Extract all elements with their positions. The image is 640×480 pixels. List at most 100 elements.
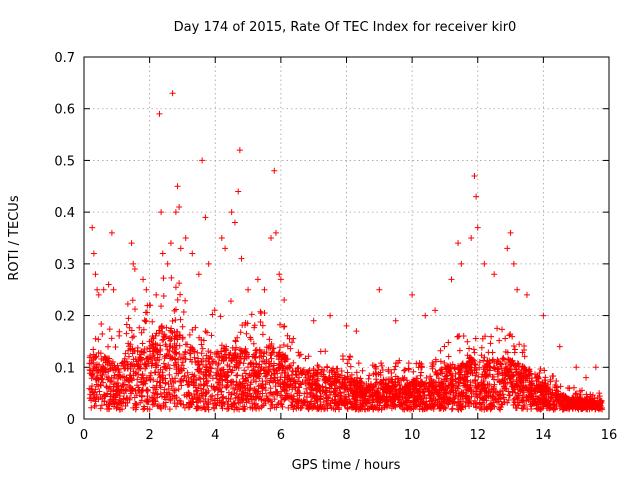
data-point bbox=[172, 209, 179, 216]
data-point bbox=[472, 362, 479, 369]
data-point bbox=[182, 341, 189, 348]
data-point bbox=[294, 389, 301, 396]
data-point bbox=[285, 404, 292, 411]
data-point bbox=[222, 376, 229, 383]
data-point bbox=[466, 357, 473, 364]
data-point bbox=[494, 325, 501, 332]
data-point bbox=[208, 332, 215, 339]
data-point bbox=[234, 394, 241, 401]
data-point bbox=[237, 329, 244, 336]
data-point bbox=[174, 183, 181, 190]
data-point bbox=[177, 367, 184, 374]
data-point bbox=[418, 363, 425, 370]
data-point bbox=[382, 386, 389, 393]
data-point bbox=[440, 382, 447, 389]
data-point bbox=[138, 348, 145, 355]
data-point bbox=[105, 374, 112, 381]
data-point bbox=[285, 372, 292, 379]
data-point bbox=[499, 326, 506, 333]
data-point bbox=[431, 382, 438, 389]
data-point bbox=[454, 385, 461, 392]
data-point bbox=[275, 356, 282, 363]
data-point bbox=[499, 372, 506, 379]
data-point bbox=[281, 323, 288, 330]
data-point bbox=[130, 333, 137, 340]
data-point bbox=[347, 386, 354, 393]
data-point bbox=[119, 382, 126, 389]
data-point bbox=[317, 348, 324, 355]
data-point bbox=[173, 366, 180, 373]
data-point bbox=[550, 372, 557, 379]
data-point bbox=[473, 366, 480, 373]
data-point bbox=[125, 347, 132, 354]
data-point bbox=[324, 397, 331, 404]
data-point bbox=[324, 405, 331, 412]
data-point bbox=[308, 382, 315, 389]
data-point bbox=[373, 379, 380, 386]
data-point bbox=[267, 389, 274, 396]
data-point bbox=[314, 406, 321, 413]
data-point bbox=[241, 348, 248, 355]
data-point bbox=[236, 346, 243, 353]
data-point bbox=[417, 393, 424, 400]
data-point bbox=[282, 381, 289, 388]
data-point bbox=[218, 348, 225, 355]
data-point bbox=[396, 357, 403, 364]
data-point bbox=[168, 383, 175, 390]
data-point bbox=[171, 307, 178, 314]
data-point bbox=[432, 307, 439, 314]
data-point bbox=[89, 383, 96, 390]
data-point bbox=[120, 399, 127, 406]
data-point bbox=[124, 361, 131, 368]
data-point bbox=[149, 401, 156, 408]
data-point bbox=[178, 362, 185, 369]
y-axis-label: ROTI / TECUs bbox=[7, 195, 22, 280]
data-point bbox=[202, 214, 209, 221]
data-point bbox=[259, 402, 266, 409]
y-tick-label: 0.2 bbox=[54, 310, 75, 325]
data-point bbox=[132, 356, 139, 363]
data-point bbox=[429, 402, 436, 409]
data-point bbox=[495, 358, 502, 365]
data-point bbox=[537, 366, 544, 373]
data-point bbox=[89, 224, 96, 231]
data-point bbox=[281, 396, 288, 403]
data-point bbox=[268, 235, 275, 241]
data-point bbox=[141, 361, 148, 368]
data-point bbox=[120, 363, 127, 370]
data-point bbox=[174, 296, 181, 303]
x-tick-label: 2 bbox=[145, 428, 153, 443]
data-point bbox=[539, 396, 546, 403]
data-point bbox=[206, 369, 213, 376]
data-point bbox=[356, 377, 363, 384]
data-point bbox=[184, 369, 191, 376]
data-point bbox=[116, 372, 123, 379]
data-point bbox=[168, 325, 175, 332]
x-tick-label: 16 bbox=[601, 428, 618, 443]
data-point bbox=[263, 372, 270, 379]
data-point bbox=[163, 324, 170, 331]
data-point bbox=[471, 172, 478, 179]
data-point bbox=[355, 360, 362, 367]
data-point bbox=[91, 389, 98, 396]
data-point bbox=[593, 400, 600, 407]
data-point bbox=[472, 376, 479, 383]
data-point bbox=[224, 379, 231, 386]
data-point bbox=[197, 381, 204, 388]
data-point bbox=[565, 401, 572, 408]
data-point bbox=[372, 370, 379, 377]
data-point bbox=[96, 361, 103, 368]
data-point bbox=[385, 380, 392, 387]
data-point bbox=[592, 364, 599, 371]
data-point bbox=[271, 396, 278, 403]
data-point bbox=[513, 394, 520, 401]
data-point bbox=[165, 381, 172, 388]
data-point bbox=[343, 322, 350, 329]
data-point bbox=[199, 157, 206, 164]
data-point bbox=[116, 328, 123, 335]
data-point bbox=[361, 389, 368, 396]
data-point bbox=[202, 396, 209, 403]
data-point bbox=[446, 396, 453, 403]
data-point bbox=[548, 394, 555, 401]
data-point bbox=[160, 376, 167, 383]
